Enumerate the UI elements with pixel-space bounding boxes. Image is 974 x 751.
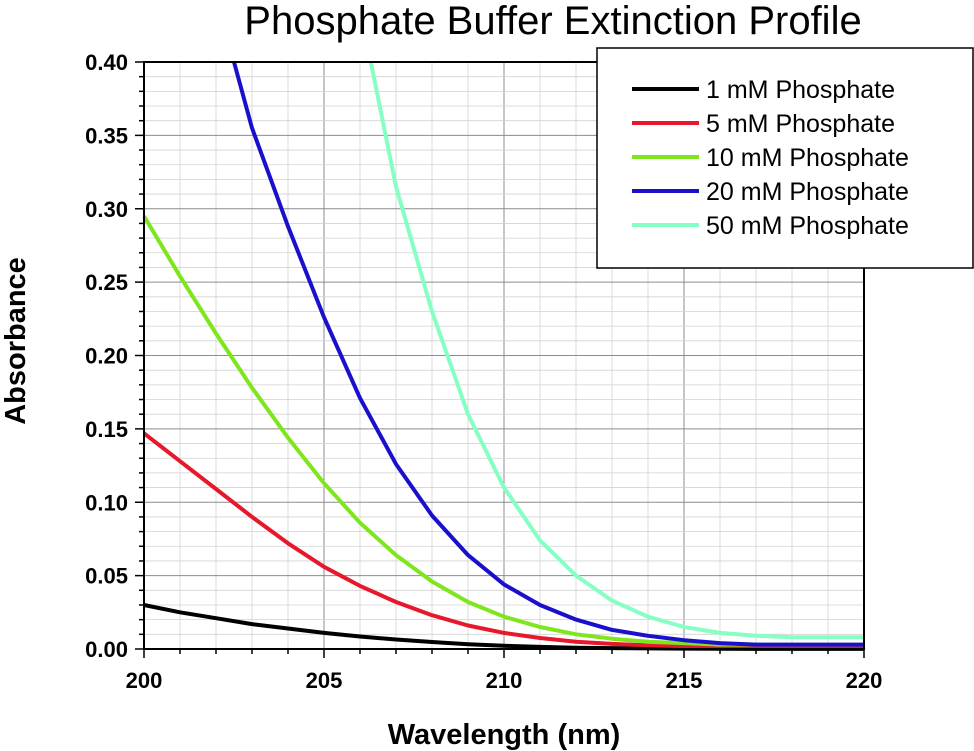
y-tick-label: 0.00 [85, 637, 128, 662]
ticks [135, 61, 865, 658]
y-tick-label: 0.20 [85, 344, 128, 369]
x-tick-label: 205 [306, 668, 343, 693]
x-tick-label: 215 [666, 668, 703, 693]
y-tick-label: 0.05 [85, 564, 128, 589]
y-axis-label: Absorbance [0, 257, 32, 425]
series-line-5 [368, 61, 864, 640]
x-axis-label: Wavelength (nm) [388, 719, 621, 751]
chart-title: Phosphate Buffer Extinction Profile [244, 0, 861, 43]
y-tick-label: 0.10 [85, 490, 128, 515]
legend-label: 1 mM Phosphate [706, 76, 895, 104]
y-tick-label: 0.25 [85, 270, 128, 295]
series-line-2 [142, 431, 864, 650]
legend: 1 mM Phosphate 5 mM Phosphate 10 mM Phosph… [596, 47, 974, 269]
series-layer [142, 61, 864, 651]
y-tick-label: 0.15 [85, 417, 128, 442]
y-tick-label: 0.30 [85, 197, 128, 222]
y-tick-label: 0.40 [85, 50, 128, 75]
x-tick-labels: 200 205 210 215 220 [126, 668, 883, 693]
legend-label: 10 mM Phosphate [706, 144, 909, 172]
y-tick-label: 0.35 [85, 123, 128, 148]
x-tick-label: 220 [846, 668, 883, 693]
x-tick-label: 210 [486, 668, 523, 693]
legend-label: 5 mM Phosphate [706, 110, 895, 138]
x-tick-label: 200 [126, 668, 163, 693]
legend-label: 50 mM Phosphate [706, 212, 909, 240]
y-tick-labels: 0.00 0.05 0.10 0.15 0.20 0.25 0.30 0.35 0.40 [85, 50, 128, 662]
legend-label: 20 mM Phosphate [706, 178, 909, 206]
series-line-4 [232, 61, 864, 647]
